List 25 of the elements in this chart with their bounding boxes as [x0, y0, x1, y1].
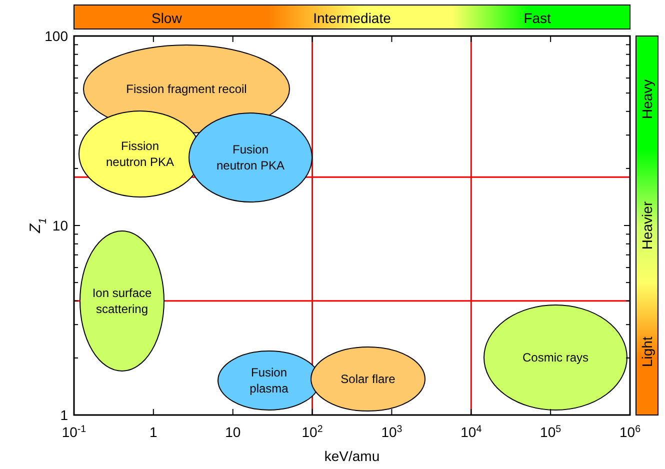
x-tick-label: 10$^{6}$ — [619, 424, 642, 440]
y-tick-label: 1 — [60, 407, 68, 423]
y-tick-label: 10 — [52, 218, 68, 234]
annotation: Ion surface scattering — [92, 286, 152, 316]
x-tick-label: 10$^{2}$ — [302, 424, 323, 440]
annotation: Fission neutron PKA — [106, 139, 174, 169]
annotation: Cosmic rays — [522, 350, 589, 364]
annotation: Fission fragment recoil — [126, 82, 247, 96]
text: Intermediate — [313, 10, 392, 26]
text: Slow — [151, 10, 183, 26]
y-tick-label: 100 — [44, 28, 68, 44]
text: Heavy — [639, 79, 655, 120]
annotation: Solar flare — [340, 372, 396, 386]
text: Light — [639, 336, 655, 368]
x-tick-label: 10$^{-1}$ — [62, 424, 86, 440]
text: Fast — [524, 10, 552, 26]
x-tick-label: 1 — [150, 424, 158, 440]
x-tick-label: 10$^{5}$ — [540, 424, 562, 440]
x-tick-label: 10$^{4}$ — [460, 424, 482, 440]
annotation: Fusion neutron PKA — [216, 142, 285, 172]
text: Heavier — [639, 201, 655, 250]
annotation: Fusion plasma — [250, 366, 289, 396]
x-axis-title: keV/amu — [324, 448, 380, 464]
x-tick-label: 10 — [225, 424, 241, 440]
x-tick-label: 10$^{3}$ — [381, 424, 403, 440]
